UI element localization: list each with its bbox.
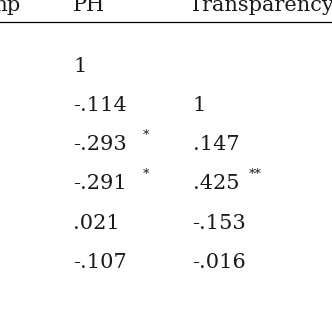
Text: mp: mp	[0, 0, 20, 15]
Text: -.153: -.153	[193, 213, 246, 233]
Text: *: *	[143, 129, 149, 142]
Text: -.114: -.114	[73, 96, 127, 115]
Text: *: *	[143, 168, 149, 181]
Text: .425: .425	[193, 174, 239, 194]
Text: -.016: -.016	[193, 253, 246, 272]
Text: **: **	[248, 168, 261, 181]
Text: -.293: -.293	[73, 135, 127, 154]
Text: PH: PH	[73, 0, 105, 15]
Text: .147: .147	[193, 135, 239, 154]
Text: 1: 1	[73, 57, 86, 76]
Text: Transparency: Transparency	[189, 0, 332, 15]
Text: -.291: -.291	[73, 174, 127, 194]
Text: 1: 1	[193, 96, 206, 115]
Text: .021: .021	[73, 213, 120, 233]
Text: -.107: -.107	[73, 253, 127, 272]
